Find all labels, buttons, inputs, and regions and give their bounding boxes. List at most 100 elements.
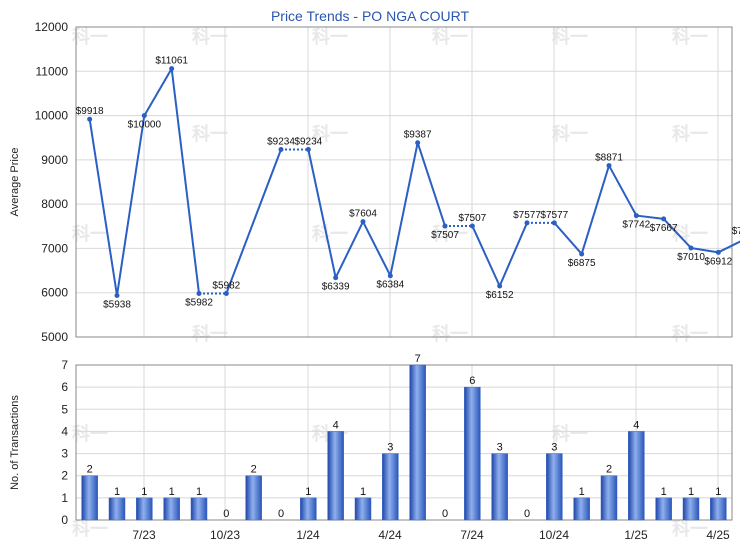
y-tick-label: 2 (61, 469, 68, 483)
series-line-segment (636, 214, 664, 220)
series-line-segment (170, 68, 200, 294)
data-label: $10000 (128, 120, 162, 131)
data-point (360, 219, 366, 225)
bar-value-label: 6 (469, 375, 475, 387)
data-point (524, 220, 530, 226)
watermark-text: 科一 (192, 123, 228, 145)
series-line-segment (334, 221, 364, 279)
bar (464, 386, 481, 521)
bar-value-label: 3 (387, 442, 393, 454)
series-line-segment (362, 221, 392, 277)
bar (682, 497, 700, 521)
y-tick-label: 8000 (41, 197, 68, 211)
data-label: $7216 (732, 226, 740, 237)
watermark-text: 科一 (312, 223, 348, 245)
watermark-text: 科一 (432, 223, 468, 245)
series-line-segment (498, 222, 528, 287)
data-label: $8871 (595, 153, 623, 164)
series-line-segment (717, 240, 740, 254)
watermark-text: 科一 (672, 123, 708, 145)
bar-value-label: 1 (579, 486, 585, 498)
data-point (469, 223, 475, 229)
bar (245, 475, 262, 521)
y-tick-label: 5000 (41, 330, 68, 344)
chart-title: Price Trends - PO NGA COURT (271, 8, 470, 24)
bar-value-label: 7 (415, 353, 421, 365)
series-line-segment (389, 142, 419, 276)
bar (710, 497, 727, 521)
y-axis-label: Average Price (9, 148, 21, 217)
series-line-segment (88, 119, 118, 296)
data-label: $7507 (431, 230, 459, 241)
data-label: $7667 (650, 223, 678, 234)
watermark-text: 科一 (552, 26, 588, 48)
y-tick-label: 12000 (35, 20, 69, 34)
bar (628, 431, 645, 521)
bar (327, 431, 344, 521)
bar-value-label: 1 (169, 486, 175, 498)
bar (108, 497, 126, 521)
data-point (141, 113, 147, 119)
watermark-text: 科一 (72, 26, 108, 48)
y-tick-label: 11000 (36, 64, 69, 78)
watermark-text: 科一 (432, 323, 468, 345)
bar-value-label: 1 (114, 486, 120, 498)
data-point (606, 163, 612, 169)
y-tick-label: 6000 (41, 286, 68, 300)
bar (491, 453, 508, 521)
bar-value-label: 1 (196, 486, 202, 498)
bar-value-label: 1 (305, 486, 311, 498)
x-tick-label: 7/23 (132, 528, 156, 542)
data-label: $7010 (677, 252, 705, 263)
bar-value-label: 3 (551, 442, 557, 454)
data-label: $7577 (513, 210, 541, 221)
bar (163, 497, 180, 521)
data-label: $6875 (568, 258, 596, 269)
y-axis-label: No. of Transactions (9, 395, 21, 490)
data-label: $5938 (103, 299, 131, 310)
y-tick-label: 7 (61, 358, 68, 372)
bar-value-label: 1 (688, 486, 694, 498)
watermark-text: 科一 (552, 423, 588, 445)
bar-value-label: 2 (251, 464, 257, 476)
x-tick-label: 1/25 (624, 528, 648, 542)
bar-value-label: 1 (661, 486, 667, 498)
data-point (278, 146, 284, 152)
data-label: $7742 (622, 220, 650, 231)
bar (546, 453, 563, 521)
watermark-text: 科一 (672, 26, 708, 48)
series-line-segment (143, 68, 173, 117)
bar-value-label: 1 (715, 486, 721, 498)
watermark-text: 科一 (432, 26, 468, 48)
bar-value-label: 0 (524, 508, 530, 520)
series-line-segment (553, 222, 583, 255)
bar (655, 497, 672, 521)
y-tick-label: 7000 (41, 241, 68, 255)
bar (409, 364, 426, 521)
watermark-text: 科一 (672, 518, 708, 540)
data-label: $7604 (349, 209, 377, 220)
data-point (661, 216, 667, 222)
data-point (715, 249, 721, 255)
bar-value-label: 4 (633, 419, 639, 431)
bar-value-label: 0 (223, 508, 229, 520)
series-line-segment (690, 246, 719, 254)
bar-value-label: 1 (141, 486, 147, 498)
data-point (223, 291, 229, 297)
data-point (114, 292, 120, 298)
x-tick-label: 1/24 (296, 528, 320, 542)
data-label: $9918 (76, 106, 104, 117)
bar (573, 497, 590, 521)
data-label: $9387 (404, 130, 432, 141)
series-line-segment (580, 165, 610, 255)
bar (300, 497, 317, 521)
watermark-text: 科一 (312, 123, 348, 145)
data-label: $6152 (486, 290, 514, 301)
watermark-text: 科一 (72, 518, 108, 540)
x-tick-label: 4/24 (378, 528, 402, 542)
watermark-text: 科一 (552, 123, 588, 145)
y-tick-label: 4 (61, 424, 68, 438)
watermark-text: 科一 (192, 26, 228, 48)
data-point (551, 220, 557, 226)
